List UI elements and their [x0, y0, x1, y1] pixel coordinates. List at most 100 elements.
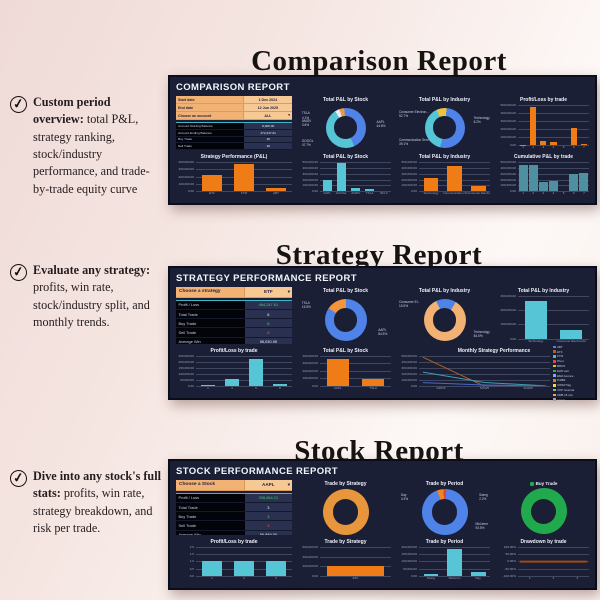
bar: [362, 378, 385, 386]
table-row: Profit / Loss 464,247.61: [176, 300, 292, 310]
bar: [272, 384, 288, 386]
bar: [423, 178, 439, 191]
table-row: Total Trade 8: [176, 309, 292, 320]
donut-ring: [325, 107, 366, 148]
table-row: Buy Trade 8: [176, 319, 292, 329]
table-row: Buy Trade 18: [176, 136, 292, 144]
bar: [266, 188, 286, 191]
bar: [202, 175, 222, 191]
chart-cumulative-pl-by-trade: Cumulative P&L by trade 500,000.00 400,00…: [498, 153, 589, 196]
donut-callout: Swing 2.2%: [479, 492, 488, 501]
chart-buy-trade-donut: Buy Trade: [498, 480, 589, 535]
donut-legend: Buy Trade: [498, 481, 589, 486]
filters-stats-panel: Choose a Stock AAPL ▾ Profit / Loss 206,664…: [176, 480, 292, 535]
donut-callout: Consumer Electron... 52.7%: [399, 109, 429, 118]
bar: [336, 163, 346, 191]
bullet-lead: Evaluate any strategy:: [33, 263, 151, 277]
chart-total-pl-by-stock-bars: Total P&L by Stock 400,000.00 300,000.00 2…: [300, 347, 391, 391]
dashboard-header: COMPARISON REPORT: [176, 82, 290, 93]
bar: [200, 385, 216, 386]
bullet-strategy: ✓ Evaluate any strategy: profits, win ra…: [8, 262, 164, 331]
table-row[interactable]: End date 12 Jun 2025: [176, 104, 292, 112]
bar: [234, 163, 254, 191]
chart-title: Total P&L by Industry: [418, 154, 471, 161]
donut-callout: AMZN 3.6%: [301, 118, 311, 127]
chart-title: Drawdown by trade: [520, 538, 567, 545]
chart-profit-loss-by-trade: Profit/Loss by trade 2.0 1.5 1.0 0.5 0.0 1 2 3: [176, 538, 292, 581]
bar: [447, 549, 462, 576]
bar: [549, 181, 558, 191]
donut-callout: AAPL 84.5%: [378, 328, 388, 337]
chart-trade-by-strategy-donut: Trade by Strategy: [300, 480, 391, 535]
chart-title: Strategy Performance (P&L): [200, 154, 268, 161]
donut-ring: [421, 488, 468, 535]
chart-title: Total P&L by Stock: [322, 154, 369, 161]
chart-title: Total P&L by Industry: [418, 97, 471, 103]
donut-callout: GOOGL 47.7%: [301, 138, 314, 147]
chart-legend: ABT ETF FTM Pivot BRKO EOD sell EMA bounce Pull…: [550, 345, 589, 402]
table-row: Sell Trade 18: [176, 143, 292, 151]
comparison-dashboard: COMPARISON REPORT Start date 1 Dec 2024 En…: [168, 75, 597, 205]
chart-title: Trade by Strategy: [324, 481, 367, 487]
table-row: Account Starting Balance 8,000.00: [176, 123, 292, 130]
bar: [570, 128, 577, 146]
donut-ring: [424, 107, 465, 148]
stats-table: Profit / Loss 464,247.61 Total Trade 8 Buy T…: [176, 299, 292, 344]
filter-table: Start date 1 Dec 2024 End date 12 Jun 2025 C…: [176, 96, 292, 120]
bar: [202, 561, 222, 576]
bar: [560, 329, 583, 339]
chart-monthly-strategy-performance: Monthly Strategy Performance 500,000.00 4…: [399, 345, 589, 402]
bar: [579, 173, 589, 191]
bar: [569, 174, 579, 191]
filters-stats-panel: Start date 1 Dec 2024 End date 12 Jun 2025 C…: [176, 96, 292, 151]
bullet-comparison: ✓ Custom period overview: total P&L, str…: [8, 94, 164, 198]
donut-ring: [520, 488, 567, 535]
chart-title: Profit/Loss by trade: [210, 538, 258, 545]
donut-callout: TSLA 15.5%: [301, 300, 311, 309]
bullet-body: total P&L, strategy ranking, stock/indus…: [33, 112, 150, 196]
donut-callout: Communication Serv... 39.1%: [399, 137, 432, 146]
chart-total-pl-by-stock-bars: Total P&L by Stock 500,000.00 400,000.00 3…: [300, 153, 391, 196]
chart-title: Total P&L by Industry: [418, 288, 471, 294]
donut-callout: TSLA 4.1%: [301, 111, 310, 120]
bar: [524, 300, 547, 339]
dashboard-header: STRATEGY PERFORMANCE REPORT: [176, 273, 357, 284]
chart-total-pl-by-industry-bars: Total P&L by Industry 500,000.00 400,000.…: [399, 153, 491, 196]
bar: [266, 561, 286, 576]
chart-total-pl-by-industry-bars: Total P&L by Industry 300,000.00 200,000.…: [498, 287, 589, 344]
bullet-body: profits, win rate, stock/industry split,…: [33, 280, 150, 329]
bullet-stock: ✓ Dive into any stock's full stats: prof…: [8, 468, 164, 537]
chart-title: Monthly Strategy Performance: [457, 347, 531, 354]
bar: [528, 164, 538, 191]
bar: [580, 144, 588, 146]
table-row: Profit / Loss 206,664.21: [176, 493, 292, 503]
chart-title: Cumulative P&L by trade: [513, 154, 574, 161]
stats-table: Account Starting Balance 8,000.00 Account …: [176, 122, 292, 151]
bar: [248, 358, 264, 386]
bar: [470, 185, 486, 191]
bar: [322, 179, 332, 191]
bar: [447, 165, 462, 191]
table-row[interactable]: Start date 1 Dec 2024: [176, 96, 292, 104]
chart-trade-by-period-donut: Trade by Period Day 4.3% Swing 2.2% Mid-te…: [399, 480, 490, 535]
donut-callout: Consumer El... 15.5%: [399, 299, 421, 308]
checkmark-icon: ✓: [8, 262, 29, 283]
section-title-comparison: Comparison Report: [251, 45, 507, 78]
table-row: Average Win 56,889.00: [176, 530, 292, 535]
table-row[interactable]: Choose a strategy ETF ▾: [176, 287, 292, 298]
stats-table: Profit / Loss 206,664.21 Total Trade 3 Buy T…: [176, 492, 292, 535]
table-row: Buy Trade 3: [176, 512, 292, 522]
donut-callout: Day 4.3%: [400, 492, 409, 501]
table-row[interactable]: Choose a Stock AAPL ▾: [176, 480, 292, 491]
table-row[interactable]: Choose an account ALL ▾: [176, 112, 292, 120]
donut-callout: Technology 8.2%: [473, 115, 490, 125]
bar: [540, 140, 547, 146]
checkmark-icon: ✓: [8, 468, 29, 489]
bar: [351, 188, 360, 191]
chart-title: Profit/Loss by trade: [210, 347, 258, 354]
table-row: Sell Trade 3: [176, 521, 292, 531]
chart-total-pl-by-stock-donut: Total P&L by Stock TSLA 4.1% AMZN 3.6% AAP…: [300, 96, 391, 150]
chart-title: Trade by Period: [425, 481, 464, 487]
chart-trade-by-period-bar: Trade by Period 200,000.00 150,000.00 100,…: [399, 538, 490, 581]
bar: [423, 573, 439, 576]
